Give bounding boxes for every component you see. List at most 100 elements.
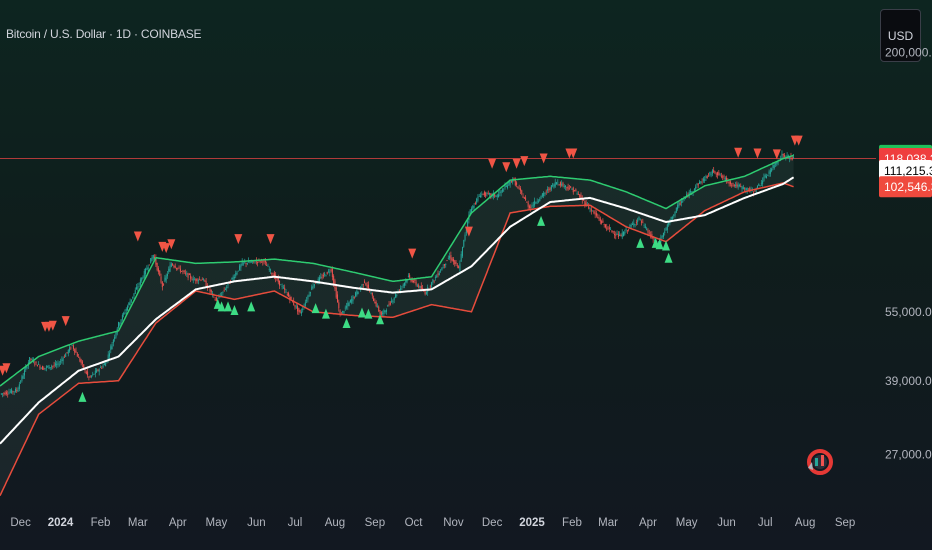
candle-body: [209, 288, 211, 292]
candle-body: [119, 322, 121, 326]
sell-signal-marker: [520, 156, 529, 167]
candle-body: [662, 232, 664, 237]
candle-body: [85, 371, 87, 374]
candle-body: [299, 310, 301, 313]
candle-body: [718, 172, 720, 176]
candle-body: [257, 261, 259, 263]
candle-body: [584, 200, 586, 205]
candle-body: [263, 260, 265, 262]
candle-body: [436, 275, 438, 278]
candle-body: [152, 255, 154, 259]
candle-body: [526, 202, 528, 203]
candle-body: [501, 189, 503, 192]
candle-body: [297, 306, 299, 312]
candle-body: [576, 193, 578, 195]
candle-body: [513, 177, 515, 180]
candle-body: [402, 284, 404, 286]
candle-body: [80, 359, 82, 364]
lines-layer: [0, 154, 795, 497]
candle-body: [96, 369, 98, 373]
candle-body: [713, 170, 715, 173]
candle-body: [574, 190, 576, 192]
candle-body: [550, 185, 552, 190]
candle-body: [416, 285, 418, 287]
candle-body: [57, 362, 59, 365]
candle-body: [194, 279, 196, 281]
candle-body: [763, 176, 765, 181]
currency-button[interactable]: USD: [880, 9, 921, 62]
chart-title: Bitcoin / U.S. Dollar · 1D · COINBASE: [6, 27, 202, 41]
candle-body: [199, 279, 201, 280]
x-tick-label: Oct: [405, 517, 424, 529]
candle-body: [608, 227, 610, 230]
candle-body: [133, 293, 135, 297]
candle-body: [616, 233, 618, 235]
candle-body: [557, 182, 559, 184]
candle-body: [777, 161, 779, 163]
candle-body: [675, 207, 677, 213]
buy-signal-marker: [537, 215, 546, 226]
candle-body: [628, 229, 630, 231]
lower-band-line: [0, 182, 794, 497]
candle-body: [764, 175, 766, 177]
candle-body: [613, 233, 615, 235]
candle-body: [40, 367, 42, 369]
candle-body: [704, 179, 706, 181]
candle-body: [388, 304, 390, 306]
candle-body: [456, 265, 458, 267]
candle-body: [367, 284, 369, 289]
candle-body: [469, 209, 471, 214]
candle-body: [625, 228, 627, 231]
candle-body: [724, 177, 726, 180]
candle-body: [355, 292, 357, 297]
candle-body: [741, 186, 743, 189]
candle-body: [753, 192, 755, 194]
candle-body: [585, 202, 587, 206]
x-tick-label: Jul: [288, 517, 303, 529]
x-axis[interactable]: Dec 2024 Feb Mar Apr May Jun Jul Aug Sep Oct Nov Dec…: [10, 517, 855, 529]
candle-body: [365, 283, 367, 286]
candle-body: [370, 293, 372, 295]
candle-body: [185, 272, 187, 274]
candle-body: [11, 389, 13, 394]
y-axis[interactable]: 200,000.00 55,000.00 39,000.00 27,000.00: [885, 46, 932, 462]
candle-body: [639, 218, 641, 220]
candle-body: [782, 154, 784, 156]
candle-body: [566, 186, 568, 188]
candle-body: [389, 302, 391, 305]
candle-body: [463, 239, 465, 247]
candle-body: [221, 294, 223, 296]
candle-body: [438, 272, 440, 275]
candle-body: [776, 161, 778, 165]
candle-body: [504, 185, 506, 189]
candle-body: [554, 182, 556, 187]
candle-body: [2, 393, 4, 395]
candle-body: [394, 294, 396, 298]
candle-body: [22, 375, 24, 379]
candle-body: [414, 279, 416, 282]
candle-body: [201, 279, 203, 281]
middle-ma-line: [0, 176, 795, 445]
candle-body: [362, 284, 364, 285]
candle-body: [373, 298, 375, 302]
tradingview-logo[interactable]: [807, 449, 833, 475]
candle-body: [749, 188, 751, 192]
candle-body: [723, 175, 725, 177]
candle-body: [333, 275, 335, 284]
candle-body: [308, 294, 310, 297]
candle-body: [589, 208, 591, 210]
candle-body: [617, 234, 619, 238]
candle-body: [442, 266, 444, 268]
bands-layer: [0, 155, 876, 496]
buy-signal-marker: [664, 252, 673, 263]
candle-body: [516, 182, 518, 185]
candle-body: [693, 189, 695, 191]
candle-body: [641, 221, 643, 223]
candle-body: [537, 200, 539, 202]
candle-body: [400, 288, 402, 290]
candle-body: [75, 350, 77, 353]
candle-body: [127, 306, 129, 311]
candle-body: [559, 182, 561, 186]
candle-body: [775, 163, 777, 165]
